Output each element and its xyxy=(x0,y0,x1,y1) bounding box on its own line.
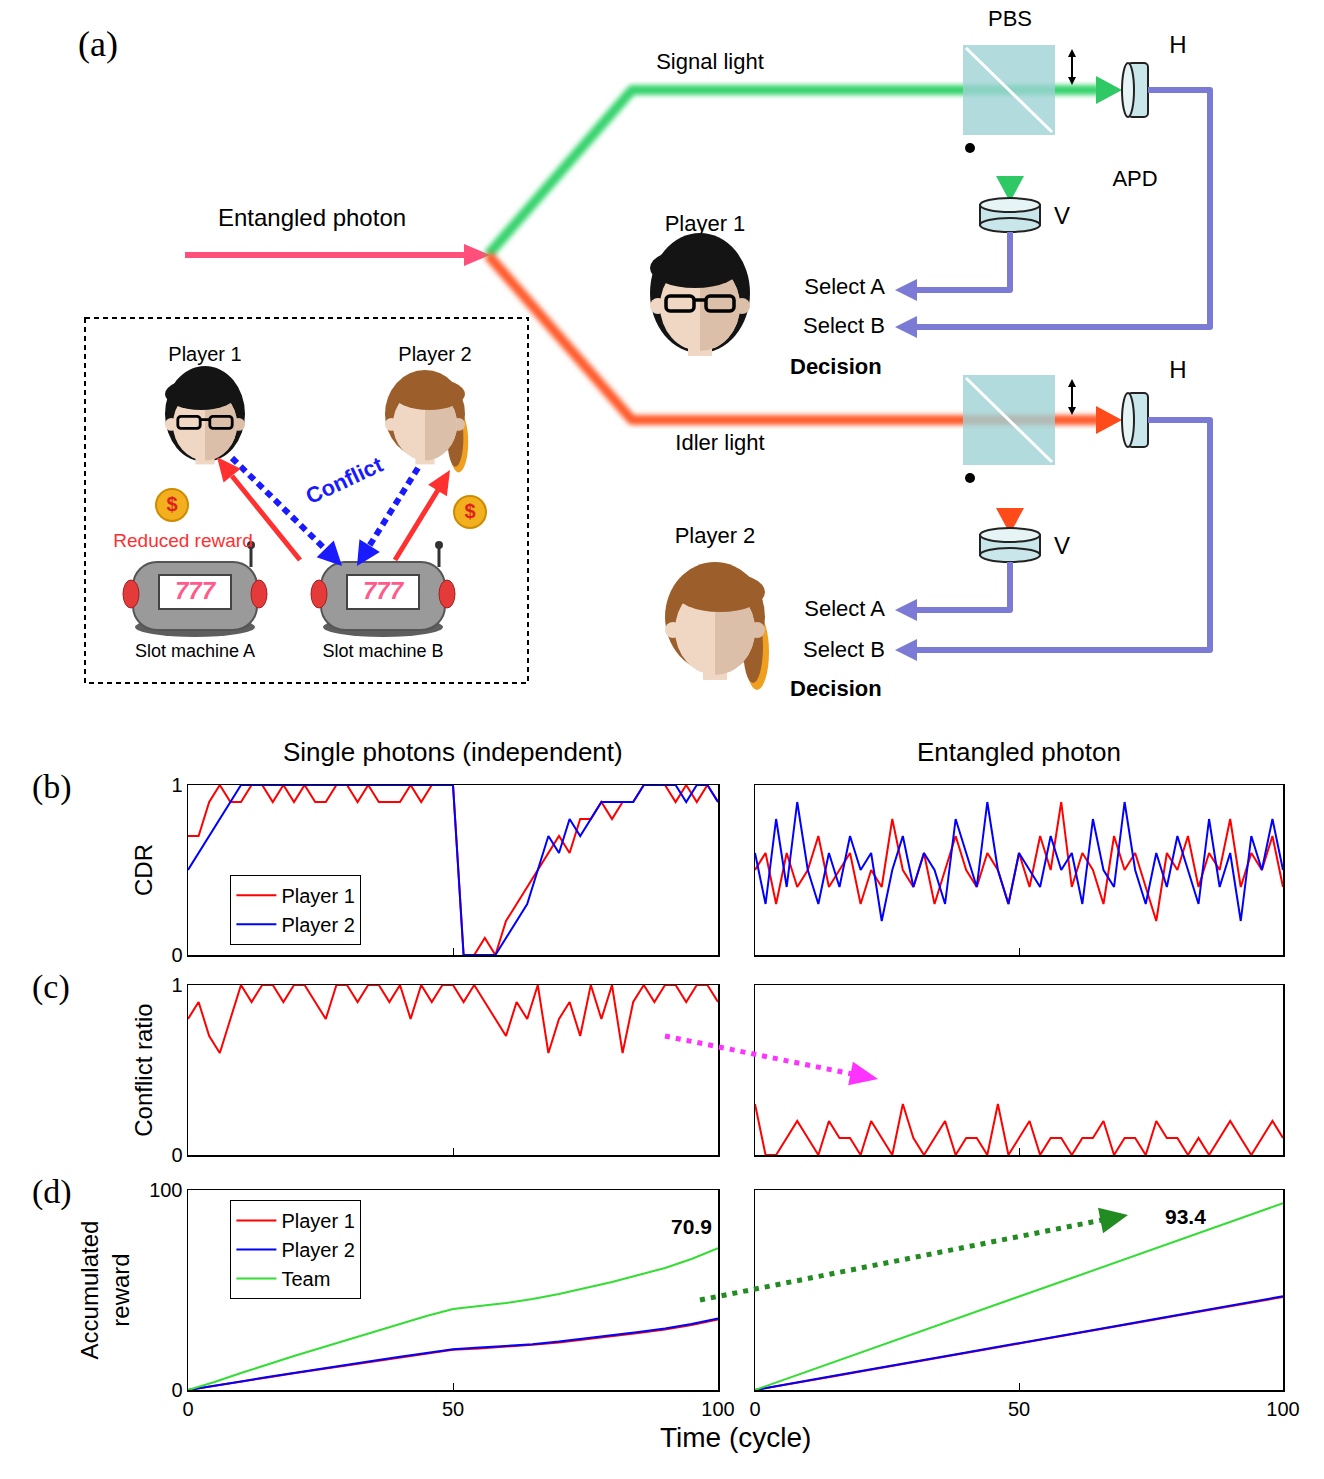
svg-text:100: 100 xyxy=(701,1398,734,1420)
svg-text:70.9: 70.9 xyxy=(671,1215,712,1238)
svg-text:Conflict ratio: Conflict ratio xyxy=(130,1003,157,1136)
svg-text:(b): (b) xyxy=(32,768,72,806)
svg-text:Decision: Decision xyxy=(790,354,882,379)
svg-text:PBS: PBS xyxy=(988,6,1032,31)
svg-text:777: 777 xyxy=(175,577,217,604)
svg-text:Player 1: Player 1 xyxy=(168,343,241,365)
svg-text:APD: APD xyxy=(1112,166,1157,191)
svg-text:0: 0 xyxy=(171,1144,182,1166)
svg-text:Signal light: Signal light xyxy=(656,49,764,74)
svg-text:Slot machine A: Slot machine A xyxy=(135,641,255,661)
svg-text:Team: Team xyxy=(281,1268,330,1290)
svg-text:Idler light: Idler light xyxy=(675,430,764,455)
svg-text:Single photons (independent): Single photons (independent) xyxy=(283,737,623,767)
svg-text:Player 2: Player 2 xyxy=(398,343,471,365)
svg-text:(c): (c) xyxy=(32,968,70,1006)
svg-text:100: 100 xyxy=(1266,1398,1299,1420)
svg-text:Player 2: Player 2 xyxy=(281,1239,354,1261)
svg-text:100: 100 xyxy=(149,1179,182,1201)
svg-text:1: 1 xyxy=(171,774,182,796)
svg-text:Select B: Select B xyxy=(803,637,885,662)
svg-text:$: $ xyxy=(166,493,177,515)
svg-text:(a): (a) xyxy=(78,24,118,64)
svg-text:1: 1 xyxy=(171,974,182,996)
svg-text:Player 2: Player 2 xyxy=(675,523,756,548)
svg-text:93.4: 93.4 xyxy=(1165,1205,1206,1228)
svg-text:Player 1: Player 1 xyxy=(281,885,354,907)
svg-text:Player 1: Player 1 xyxy=(665,211,746,236)
svg-text:Decision: Decision xyxy=(790,676,882,701)
svg-text:Select A: Select A xyxy=(804,274,885,299)
svg-text:CDR: CDR xyxy=(130,844,157,896)
svg-text:Select A: Select A xyxy=(804,596,885,621)
svg-text:Slot machine B: Slot machine B xyxy=(322,641,443,661)
svg-text:(d): (d) xyxy=(32,1173,72,1211)
svg-text:H: H xyxy=(1169,31,1186,58)
svg-text:Select B: Select B xyxy=(803,313,885,338)
svg-text:50: 50 xyxy=(1008,1398,1030,1420)
svg-text:0: 0 xyxy=(171,1379,182,1401)
svg-text:Entangled photon: Entangled photon xyxy=(917,737,1121,767)
svg-text:Conflict: Conflict xyxy=(302,452,387,510)
svg-text:50: 50 xyxy=(442,1398,464,1420)
svg-text:V: V xyxy=(1054,532,1070,559)
svg-text:Player 1: Player 1 xyxy=(281,1210,354,1232)
svg-text:Entangled photon: Entangled photon xyxy=(218,204,406,231)
svg-text:V: V xyxy=(1054,202,1070,229)
svg-text:777: 777 xyxy=(363,577,405,604)
svg-text:Player 2: Player 2 xyxy=(281,914,354,936)
svg-text:0: 0 xyxy=(182,1398,193,1420)
svg-text:Accumulatedreward: Accumulatedreward xyxy=(76,1221,134,1360)
svg-text:Reduced reward: Reduced reward xyxy=(113,530,252,551)
svg-text:$: $ xyxy=(464,500,475,522)
svg-text:H: H xyxy=(1169,356,1186,383)
svg-text:0: 0 xyxy=(749,1398,760,1420)
svg-text:Time (cycle): Time (cycle) xyxy=(660,1422,811,1453)
svg-text:0: 0 xyxy=(171,944,182,966)
